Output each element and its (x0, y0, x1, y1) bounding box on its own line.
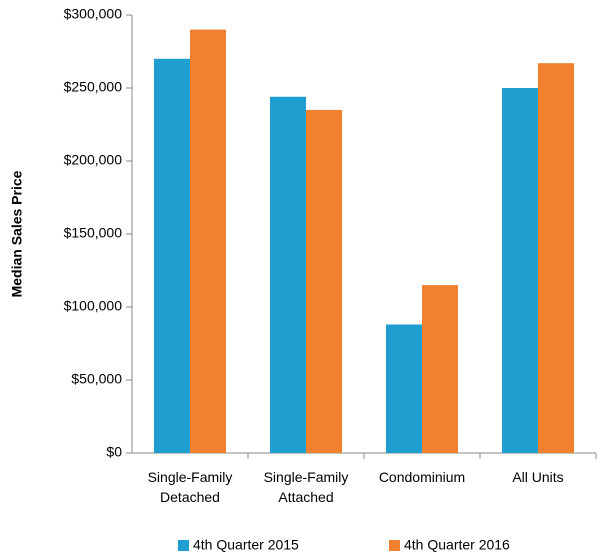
y-tick-label: $0 (106, 444, 122, 460)
x-tick-label: Single-Family Detached (147, 469, 233, 505)
legend-label: 4th Quarter 2015 (193, 537, 299, 553)
legend-swatch (178, 540, 189, 551)
y-tick-label: $200,000 (64, 152, 123, 168)
bar (386, 324, 422, 453)
legend-label: 4th Quarter 2016 (404, 537, 510, 553)
bar (422, 285, 458, 453)
x-tick-label: Single-Family Attached (263, 469, 349, 505)
bar (190, 29, 226, 453)
bar (538, 63, 574, 454)
y-tick-label: $250,000 (64, 79, 123, 95)
y-tick-label: $150,000 (64, 225, 123, 241)
bar (502, 88, 538, 453)
bar (270, 96, 306, 453)
bar (154, 58, 190, 454)
legend-swatch (389, 540, 400, 551)
y-axis-title: Median Sales Price (9, 170, 25, 297)
x-tick-label: All Units (512, 469, 564, 485)
y-tick-label: $300,000 (64, 6, 123, 22)
y-tick-label: $50,000 (71, 371, 122, 387)
x-tick-label: Condominium (378, 469, 466, 485)
bar (306, 109, 342, 454)
y-tick-label: $100,000 (64, 298, 123, 314)
